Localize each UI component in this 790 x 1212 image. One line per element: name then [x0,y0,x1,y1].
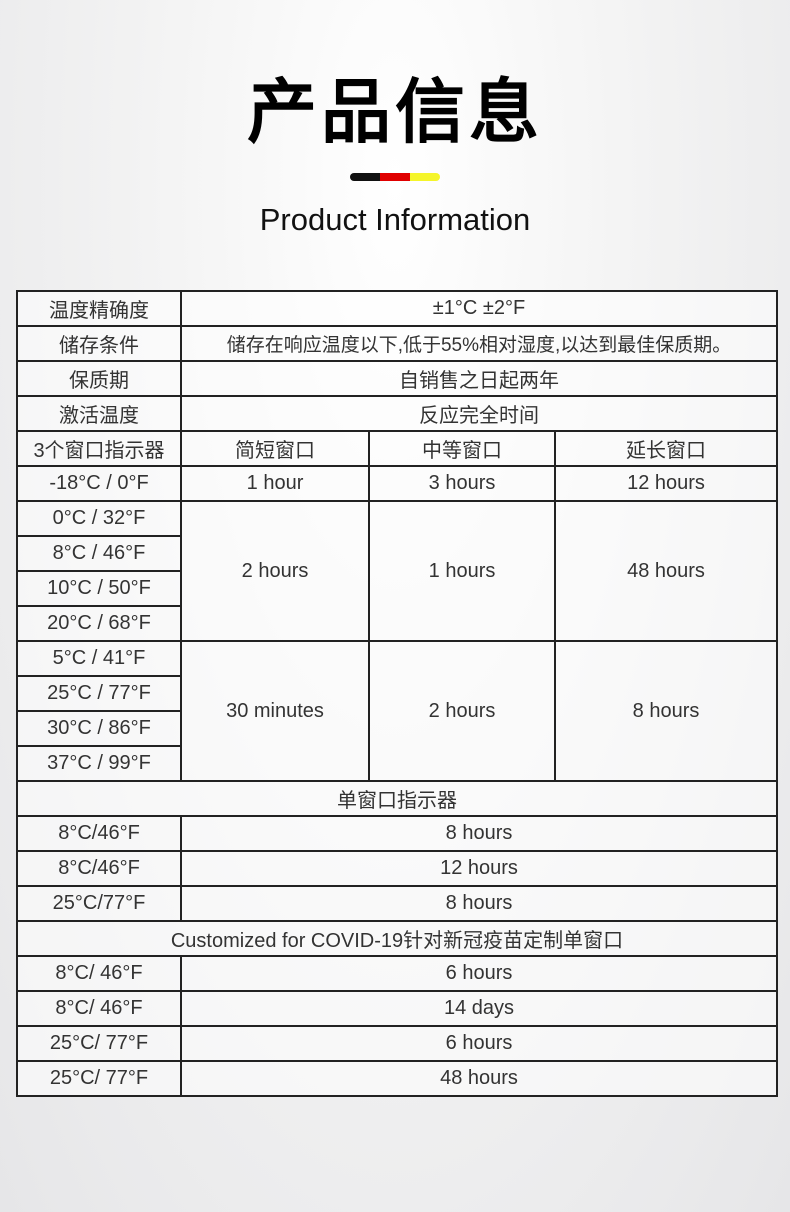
table-row: 8°C / 46°F [16,535,777,572]
temp-cell: 8°C/46°F [16,850,182,887]
temp-cell: 8°C/ 46°F [16,990,182,1027]
table-row: 8°C/46°F 8 hours [16,815,779,852]
row-value: 反应完全时间 [179,395,779,432]
temp-cell: 8°C / 46°F [16,535,182,572]
table-row: 20°C / 68°F [16,605,777,642]
row-value: ±1°C ±2°F [179,290,779,327]
table-row: 8°C/46°F 12 hours [16,850,779,887]
temp-cell: 30°C / 86°F [16,710,182,747]
medium-cell: 1 hours [368,500,556,642]
table-row: 储存条件 储存在响应温度以下,低于55%相对湿度,以达到最佳保质期。 [16,325,779,362]
value-cell: 14 days [179,990,779,1027]
row-value: 储存在响应温度以下,低于55%相对湿度,以达到最佳保质期。 [179,325,779,362]
temp-cell: 25°C/77°F [16,885,182,922]
column-header: 中等窗口 [368,430,556,467]
temp-cell: 8°C/46°F [16,815,182,852]
value-cell: 12 hours [179,850,779,887]
table-row: -18°C / 0°F 1 hour 3 hours 12 hours [16,465,779,502]
row-label: 储存条件 [16,325,182,362]
table-row: 激活温度 反应完全时间 [16,395,779,432]
short-cell: 30 minutes [180,640,370,782]
table-row: 25°C/ 77°F 6 hours [16,1025,779,1062]
table-row: 25°C/77°F 8 hours [16,885,779,922]
table-row: 8°C/ 46°F 14 days [16,990,779,1027]
medium-cell: 2 hours [368,640,556,782]
divider-black [350,173,380,181]
temp-cell: 0°C / 32°F [16,500,182,537]
temp-cell: -18°C / 0°F [16,465,182,502]
table-row: 10°C / 50°F [16,570,777,607]
value-cell: 6 hours [179,955,779,992]
section-heading-row: Customized for COVID-19针对新冠疫苗定制单窗口 [15,920,779,957]
product-info-table: 温度精确度 ±1°C ±2°F 储存条件 储存在响应温度以下,低于55%相对湿度… [15,290,779,1097]
divider-red [380,173,410,181]
medium-cell: 3 hours [368,465,556,502]
table-row: 0°C / 32°F 2 hours 1 hours 48 hours [16,500,779,642]
section-heading-row: 单窗口指示器 [15,780,779,817]
extended-cell: 8 hours [553,640,779,782]
temp-cell: 10°C / 50°F [16,570,182,607]
extended-cell: 12 hours [553,465,779,502]
short-cell: 1 hour [180,465,370,502]
page-title: 产品信息 [247,71,543,153]
value-cell: 6 hours [179,1025,779,1062]
column-header: 3个窗口指示器 [16,430,182,467]
table-row: 25°C / 77°F [16,675,777,712]
column-header: 延长窗口 [553,430,779,467]
table-header-row: 3个窗口指示器 简短窗口 中等窗口 延长窗口 [16,430,779,467]
tricolor-divider [350,173,440,181]
column-header: 简短窗口 [180,430,370,467]
temp-cell: 5°C / 41°F [16,640,182,677]
short-cell: 2 hours [180,500,370,642]
table-row: 30°C / 86°F [16,710,777,747]
temp-cell: 25°C/ 77°F [16,1060,182,1097]
temp-cell: 37°C / 99°F [16,745,182,782]
table-row: 温度精确度 ±1°C ±2°F [16,290,779,327]
row-label: 保质期 [16,360,182,397]
page-subtitle: Product Information [259,202,531,237]
temp-cell: 25°C / 77°F [16,675,182,712]
value-cell: 48 hours [179,1060,779,1097]
row-label: 激活温度 [16,395,182,432]
temp-cell: 20°C / 68°F [16,605,182,642]
table-row: 37°C / 99°F [16,745,777,782]
extended-cell: 48 hours [553,500,779,642]
row-label: 温度精确度 [16,290,182,327]
table-row: 25°C/ 77°F 48 hours [16,1060,779,1097]
value-cell: 8 hours [179,815,779,852]
section-heading: 单窗口指示器 [15,780,779,817]
value-cell: 8 hours [179,885,779,922]
temp-cell: 25°C/ 77°F [16,1025,182,1062]
table-row: 8°C/ 46°F 6 hours [16,955,779,992]
temp-cell: 8°C/ 46°F [16,955,182,992]
table-row: 保质期 自销售之日起两年 [16,360,779,397]
section-heading: Customized for COVID-19针对新冠疫苗定制单窗口 [15,920,779,957]
table-row: 5°C / 41°F 30 minutes 2 hours 8 hours [16,640,779,782]
divider-yellow [410,173,440,181]
row-value: 自销售之日起两年 [179,360,779,397]
